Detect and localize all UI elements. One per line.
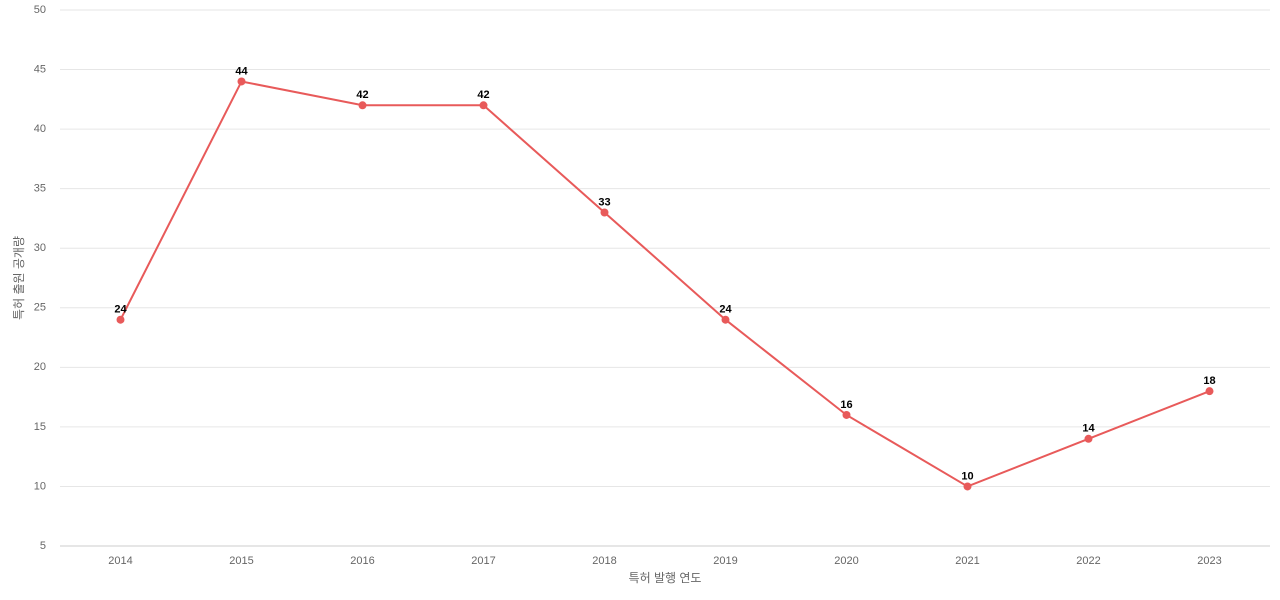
point (600, 208, 609, 217)
value-label: 18 (1203, 375, 1215, 387)
point (842, 410, 851, 419)
point (479, 101, 488, 110)
line (119, 80, 1210, 488)
y-tick-label: 35 (34, 183, 46, 195)
x-tick-label: 2018 (592, 555, 616, 567)
point (963, 482, 972, 491)
y-tick-label: 20 (34, 361, 46, 373)
x-tick-label: 2020 (834, 555, 858, 567)
x-tick-label: 2016 (350, 555, 374, 567)
value-label: 42 (477, 89, 489, 101)
x-tick-label: 2022 (1076, 555, 1100, 567)
point (1084, 434, 1093, 443)
y-tick-label: 45 (34, 63, 46, 75)
value-label: 42 (356, 89, 368, 101)
value-label: 16 (840, 399, 852, 411)
point (721, 315, 730, 324)
y-tick-label: 10 (34, 480, 46, 492)
y-tick-label: 25 (34, 302, 46, 314)
value-label: 10 (961, 470, 973, 482)
y-tick-label: 50 (34, 4, 46, 16)
point (358, 101, 367, 110)
x-tick-label: 2014 (108, 555, 132, 567)
y-axis-label: 특허 출원 공개량 (12, 236, 26, 320)
y-tick-label: 15 (34, 421, 46, 433)
value-label: 14 (1082, 423, 1095, 435)
x-tick-label: 2017 (471, 555, 495, 567)
point (116, 315, 125, 324)
point (1205, 387, 1214, 396)
x-tick-label: 2019 (713, 555, 737, 567)
x-tick-label: 2023 (1197, 555, 1221, 567)
x-tick-label: 2015 (229, 555, 253, 567)
value-label: 24 (719, 304, 732, 316)
value-label: 44 (235, 65, 248, 77)
x-tick-label: 2021 (955, 555, 979, 567)
y-tick-label: 5 (40, 540, 46, 552)
value-label: 24 (114, 304, 127, 316)
x-axis-label: 특허 발행 연도 (629, 570, 702, 585)
y-tick-label: 30 (34, 242, 46, 254)
value-label: 33 (598, 196, 610, 208)
y-tick-label: 40 (34, 123, 46, 135)
point (237, 77, 246, 86)
